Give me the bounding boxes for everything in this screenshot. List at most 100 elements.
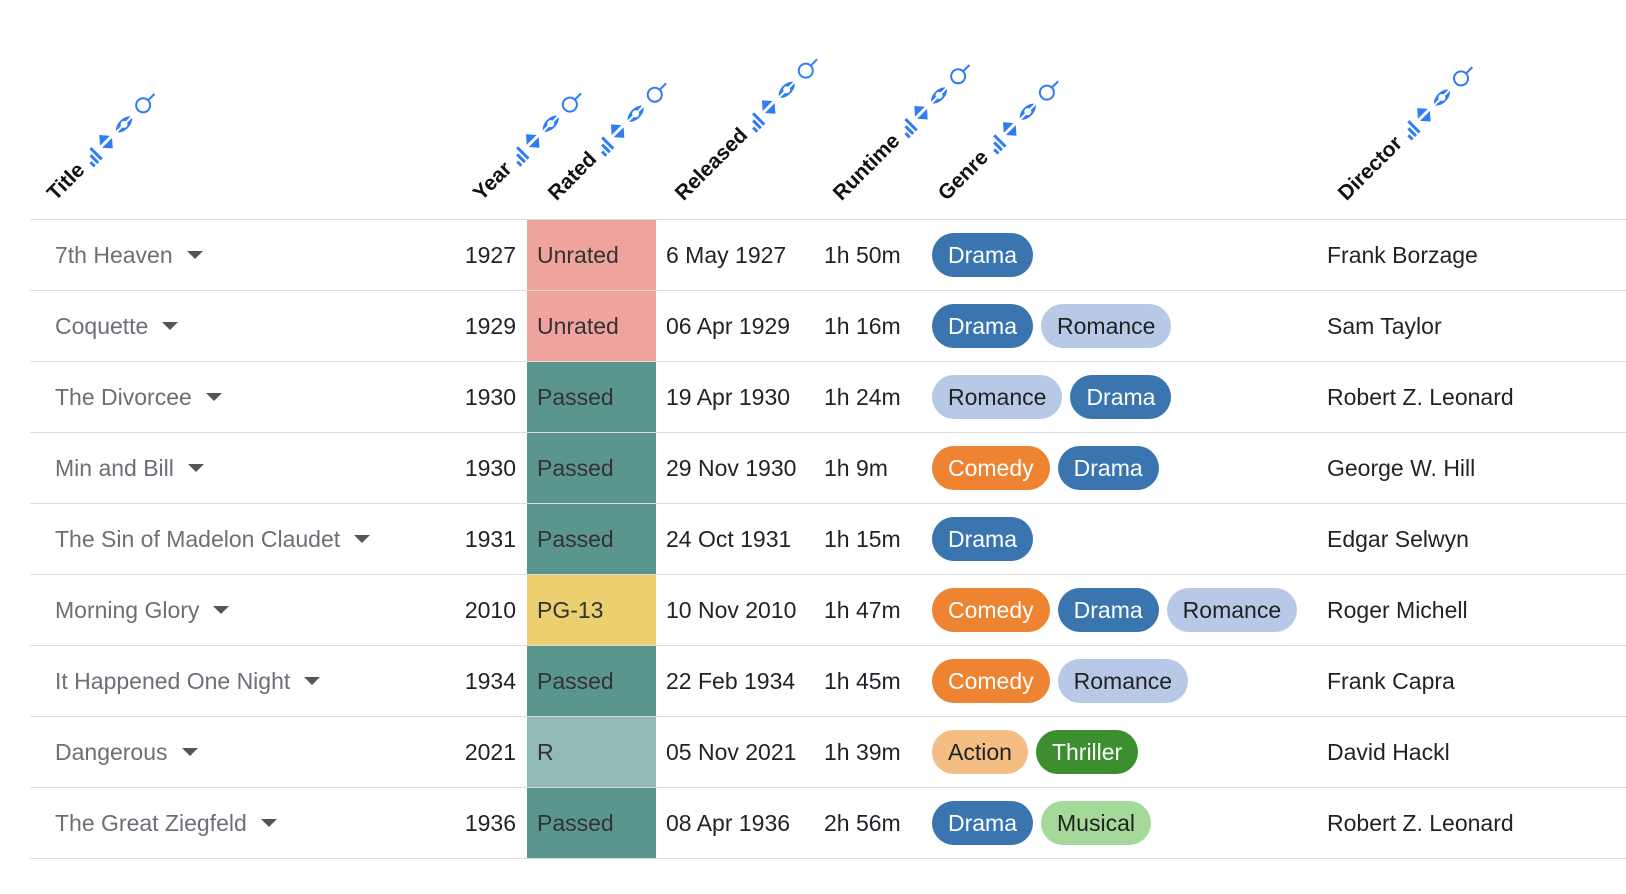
dropdown-caret-icon[interactable]	[205, 393, 222, 401]
title-cell[interactable]: Min and Bill	[55, 433, 204, 503]
genre-cell: Comedy Drama Romance	[932, 575, 1298, 645]
released-cell: 6 May 1927	[666, 241, 787, 268]
title-cell[interactable]: The Sin of Madelon Claudet	[55, 504, 371, 574]
bar-chart-icon[interactable]	[593, 134, 616, 157]
bar-chart-icon[interactable]	[984, 132, 1007, 156]
column-tools	[80, 86, 162, 168]
runtime-cell: 1h 39m	[824, 738, 901, 765]
table-row[interactable]: The Divorcee 1930 Passed 19 Apr 1930 1h …	[30, 362, 1626, 433]
column-header-title[interactable]: Title	[43, 86, 162, 205]
column-header-released[interactable]: Released	[671, 51, 825, 205]
bar-chart-icon[interactable]	[508, 144, 531, 167]
table-row[interactable]: The Sin of Madelon Claudet 1931 Passed 2…	[30, 504, 1626, 575]
hide-icon[interactable]	[925, 81, 953, 109]
column-tools	[743, 51, 825, 133]
released-cell: 19 Apr 1930	[666, 383, 791, 410]
genre-pill: Drama	[1057, 446, 1159, 490]
sort-icon[interactable]	[606, 119, 630, 143]
sort-icon[interactable]	[998, 118, 1022, 142]
search-icon[interactable]	[130, 87, 161, 118]
table-row[interactable]: Dangerous 2021 R 05 Nov 2021 1h 39m Acti…	[30, 717, 1626, 788]
dropdown-caret-icon[interactable]	[181, 748, 198, 756]
genre-pill: Thriller	[1035, 730, 1139, 774]
column-header-label: Runtime	[828, 129, 905, 205]
sort-icon[interactable]	[521, 129, 545, 153]
genre-pill: Drama	[932, 233, 1034, 277]
sort-icon[interactable]	[757, 95, 781, 119]
dropdown-caret-icon[interactable]	[260, 819, 277, 827]
sort-icon[interactable]	[1412, 104, 1436, 128]
rated-cell: Passed	[527, 646, 656, 716]
table-row[interactable]: Morning Glory 2010 PG-13 10 Nov 2010 1h …	[30, 575, 1626, 646]
hide-icon[interactable]	[773, 75, 801, 103]
title-cell[interactable]: The Great Ziegfeld	[55, 788, 277, 858]
search-icon[interactable]	[1448, 60, 1479, 91]
search-icon[interactable]	[557, 86, 588, 117]
hide-icon[interactable]	[110, 110, 138, 138]
dropdown-caret-icon[interactable]	[186, 251, 203, 259]
table-row[interactable]: 7th Heaven 1927 Unrated 6 May 1927 1h 50…	[30, 220, 1626, 291]
search-icon[interactable]	[793, 52, 824, 83]
table-body: 7th Heaven 1927 Unrated 6 May 1927 1h 50…	[30, 219, 1626, 859]
column-header-runtime[interactable]: Runtime	[829, 57, 977, 205]
dropdown-caret-icon[interactable]	[304, 677, 321, 685]
table-header: Title Year Rated Released Runtime Genre …	[30, 0, 1626, 219]
dropdown-caret-icon[interactable]	[187, 464, 204, 472]
director-cell: George W. Hill	[1327, 454, 1476, 481]
genre-pill: Drama	[932, 304, 1034, 348]
year-cell: 1927	[464, 241, 516, 268]
movie-title: The Divorcee	[55, 383, 192, 410]
rated-cell: PG-13	[527, 575, 656, 645]
title-cell[interactable]: It Happened One Night	[55, 646, 321, 716]
table-row[interactable]: Coquette 1929 Unrated 06 Apr 1929 1h 16m…	[30, 291, 1626, 362]
hide-icon[interactable]	[1013, 98, 1041, 126]
genre-pill: Romance	[932, 375, 1063, 419]
year-cell: 1930	[464, 454, 516, 481]
column-header-year[interactable]: Year	[469, 85, 589, 205]
table-row[interactable]: It Happened One Night 1934 Passed 22 Feb…	[30, 646, 1626, 717]
genre-pill: Drama	[932, 801, 1034, 845]
runtime-cell: 1h 15m	[824, 525, 901, 552]
movies-table: Title Year Rated Released Runtime Genre …	[30, 0, 1626, 859]
released-cell: 24 Oct 1931	[666, 525, 792, 552]
hide-icon[interactable]	[537, 109, 565, 137]
column-header-rated[interactable]: Rated	[544, 75, 674, 205]
director-cell: Robert Z. Leonard	[1327, 809, 1514, 836]
sort-icon[interactable]	[94, 130, 118, 154]
table-row[interactable]: The Great Ziegfeld 1936 Passed 08 Apr 19…	[30, 788, 1626, 859]
year-cell: 1931	[464, 525, 516, 552]
title-cell[interactable]: Coquette	[55, 291, 179, 361]
title-cell[interactable]: The Divorcee	[55, 362, 222, 432]
movie-title: Coquette	[55, 312, 149, 339]
search-icon[interactable]	[945, 58, 976, 89]
runtime-cell: 2h 56m	[824, 809, 901, 836]
dropdown-caret-icon[interactable]	[213, 606, 230, 614]
sort-icon[interactable]	[909, 101, 933, 125]
title-cell[interactable]: Dangerous	[55, 717, 198, 787]
column-header-label: Released	[670, 123, 753, 205]
column-header-label: Director	[1333, 131, 1407, 205]
bar-chart-icon[interactable]	[744, 110, 767, 133]
column-header-genre[interactable]: Genre	[934, 73, 1066, 205]
hide-icon[interactable]	[1427, 84, 1455, 112]
genre-pill: Comedy	[932, 588, 1050, 632]
year-cell: 2010	[464, 596, 516, 623]
bar-chart-icon[interactable]	[896, 116, 919, 139]
director-cell: Frank Capra	[1327, 667, 1455, 694]
bar-chart-icon[interactable]	[81, 145, 104, 168]
search-icon[interactable]	[1034, 74, 1065, 105]
year-cell: 1930	[464, 383, 516, 410]
column-tools	[592, 75, 674, 157]
hide-icon[interactable]	[622, 99, 650, 127]
search-icon[interactable]	[642, 76, 673, 107]
title-cell[interactable]: Morning Glory	[55, 575, 230, 645]
title-cell[interactable]: 7th Heaven	[55, 220, 203, 290]
genre-cell: Comedy Drama	[932, 433, 1159, 503]
movie-title: It Happened One Night	[55, 667, 291, 694]
dropdown-caret-icon[interactable]	[354, 535, 371, 543]
bar-chart-icon[interactable]	[1398, 118, 1421, 141]
dropdown-caret-icon[interactable]	[162, 322, 179, 330]
table-row[interactable]: Min and Bill 1930 Passed 29 Nov 1930 1h …	[30, 433, 1626, 504]
column-header-director[interactable]: Director	[1334, 59, 1480, 205]
column-tools	[507, 85, 589, 167]
